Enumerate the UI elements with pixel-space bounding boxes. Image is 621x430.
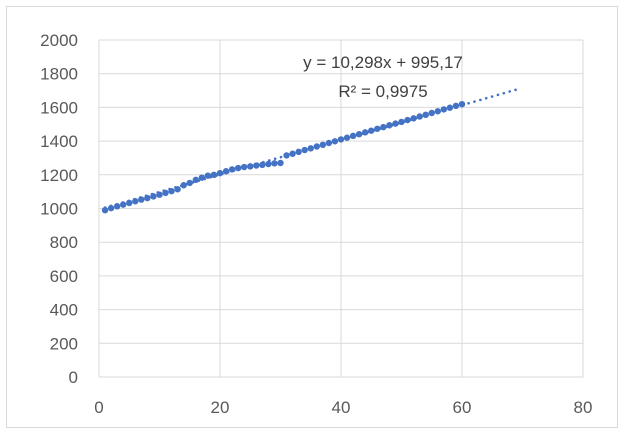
y-tick-label: 400 — [50, 301, 78, 320]
data-point — [277, 159, 284, 167]
data-point — [186, 179, 193, 187]
data-point — [120, 201, 127, 208]
data-points — [101, 100, 466, 214]
data-point — [107, 204, 115, 212]
data-point — [228, 166, 236, 173]
chart-frame — [6, 6, 618, 428]
data-point — [180, 182, 187, 189]
data-point — [101, 206, 109, 214]
y-tick-label: 600 — [50, 267, 78, 286]
data-point — [222, 168, 230, 175]
y-tick-label: 1600 — [40, 98, 78, 117]
data-point — [216, 169, 224, 177]
data-point — [198, 174, 206, 181]
x-tick-label: 60 — [453, 398, 472, 417]
data-point — [337, 136, 345, 143]
data-point — [416, 113, 423, 120]
data-point — [349, 132, 357, 140]
y-tick-label: 2000 — [40, 31, 78, 50]
data-point — [259, 161, 266, 169]
data-point — [325, 139, 333, 147]
data-point — [204, 172, 212, 179]
data-point — [132, 198, 139, 205]
data-point — [386, 122, 393, 129]
data-point — [162, 189, 169, 197]
data-point — [319, 141, 327, 149]
data-point — [307, 145, 314, 152]
x-tick-label: 80 — [574, 398, 593, 417]
data-point — [434, 108, 441, 115]
data-point — [126, 199, 133, 207]
data-point — [283, 152, 290, 159]
data-point — [138, 196, 145, 203]
data-point — [156, 191, 163, 198]
data-point — [295, 148, 302, 156]
y-tick-label: 1000 — [40, 200, 78, 219]
data-point — [247, 163, 254, 170]
data-point — [313, 143, 320, 150]
data-point — [380, 123, 387, 131]
data-point — [422, 111, 429, 119]
trendline-equation: y = 10,298x + 995,17 — [303, 53, 463, 72]
data-point — [362, 129, 369, 136]
data-point — [144, 194, 151, 202]
tick-labels: 0 200 400 600 800 1000 1200 1400 1600 1800 2000 0 20… — [40, 31, 592, 417]
data-point — [192, 176, 199, 184]
trendline-r-squared: R² = 0,9975 — [338, 82, 427, 101]
data-point — [301, 146, 308, 154]
data-point — [404, 116, 411, 124]
data-point — [410, 115, 417, 122]
data-point — [398, 118, 405, 126]
y-tick-label: 1400 — [40, 132, 78, 151]
data-point — [368, 127, 375, 134]
x-tick-label: 40 — [332, 398, 351, 417]
data-point — [452, 102, 460, 110]
data-point — [265, 160, 272, 168]
data-point — [113, 203, 121, 210]
x-tick-label: 20 — [211, 398, 230, 417]
y-tick-label: 800 — [50, 233, 78, 252]
data-point — [210, 171, 218, 178]
data-point — [150, 193, 157, 200]
data-point — [446, 104, 454, 111]
data-point — [343, 134, 351, 141]
gridlines — [98, 39, 584, 378]
y-tick-label: 1800 — [40, 65, 78, 84]
data-point — [392, 120, 399, 127]
data-point — [458, 100, 466, 108]
y-tick-label: 200 — [50, 334, 78, 353]
data-point — [271, 160, 278, 167]
data-point — [241, 163, 248, 171]
data-point — [168, 187, 175, 195]
x-tick-label: 0 — [94, 398, 103, 417]
data-point — [374, 125, 381, 132]
data-point — [234, 164, 242, 172]
data-point — [428, 109, 435, 117]
data-point — [440, 106, 448, 113]
y-tick-label: 1200 — [40, 166, 78, 185]
data-point — [253, 162, 260, 169]
data-point — [355, 130, 363, 138]
data-point — [289, 150, 296, 157]
y-tick-label: 0 — [69, 368, 78, 387]
data-point — [174, 186, 181, 193]
data-point — [331, 138, 339, 145]
